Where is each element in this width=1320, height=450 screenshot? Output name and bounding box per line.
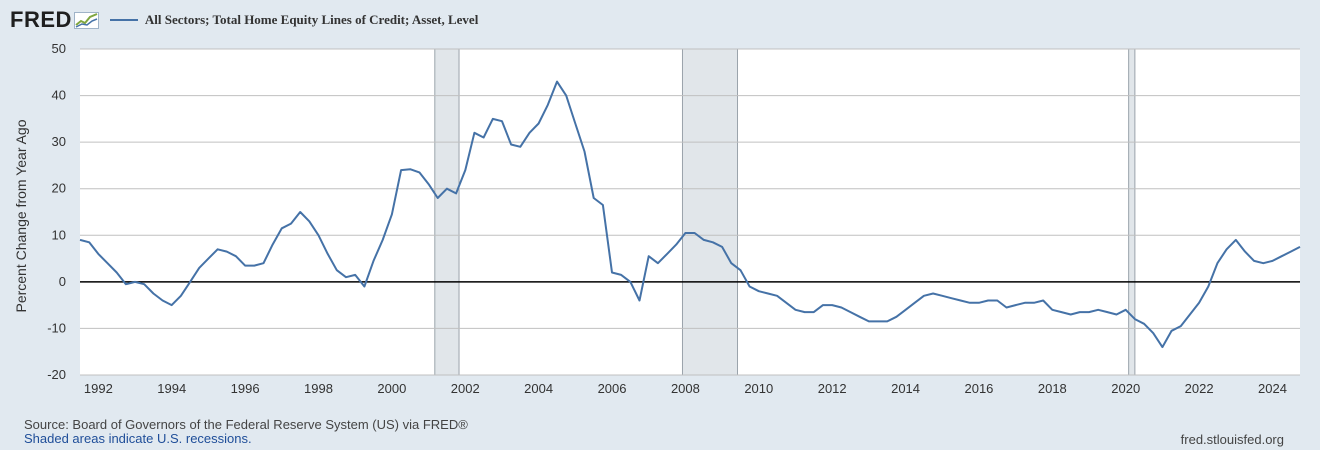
x-tick-label: 2006 (598, 381, 627, 396)
x-tick-label: 2024 (1258, 381, 1287, 396)
x-tick-label: 2012 (818, 381, 847, 396)
fred-url-link[interactable]: fred.stlouisfed.org (1180, 432, 1284, 447)
x-tick-label: 2008 (671, 381, 700, 396)
y-tick-label: -20 (47, 367, 66, 382)
y-axis-label: Percent Change from Year Ago (13, 119, 29, 312)
series-line[interactable] (79, 80, 1301, 349)
x-tick-label: 2018 (1038, 381, 1067, 396)
recession-note: Shaded areas indicate U.S. recessions. (24, 431, 252, 446)
x-tick-label: 2002 (451, 381, 480, 396)
y-tick-labels: -20 -10 0 10 20 30 40 50 (47, 41, 66, 382)
chart-header: FRED All Sectors; Total Home Equity Line… (10, 6, 478, 34)
recession-band (434, 48, 460, 376)
y-tick-label: 40 (52, 88, 66, 103)
x-tick-label: 2010 (744, 381, 773, 396)
x-tick-labels: 1992 1994 1996 1998 2000 2002 2004 2006 2008 2010… (84, 381, 1287, 396)
x-tick-label: 1998 (304, 381, 333, 396)
y-tick-label: 10 (52, 227, 66, 242)
fred-logo[interactable]: FRED (10, 7, 72, 32)
gridlines (80, 48, 1300, 376)
x-tick-label: 2022 (1185, 381, 1214, 396)
recession-band (681, 48, 739, 376)
recession-band (1128, 48, 1136, 376)
chart-footer: Source: Board of Governors of the Federa… (24, 418, 468, 446)
y-tick-label: 20 (52, 181, 66, 196)
x-tick-label: 2000 (377, 381, 406, 396)
source-text: Board of Governors of the Federal Reserv… (72, 417, 468, 432)
source-note: Source: Board of Governors of the Federa… (24, 418, 468, 432)
x-tick-label: 2014 (891, 381, 920, 396)
x-tick-label: 1994 (157, 381, 186, 396)
x-tick-label: 1992 (84, 381, 113, 396)
y-tick-label: 50 (52, 41, 66, 56)
x-tick-label: 1996 (231, 381, 260, 396)
y-tick-label: 30 (52, 134, 66, 149)
x-tick-label: 2004 (524, 381, 553, 396)
y-tick-label: 0 (59, 274, 66, 289)
y-tick-label: -10 (47, 320, 66, 335)
legend-series-title: All Sectors; Total Home Equity Lines of … (144, 12, 479, 27)
source-prefix: Source: (24, 417, 73, 432)
legend-swatch (109, 19, 138, 21)
fred-logo-graph-icon (73, 12, 99, 29)
x-tick-label: 2016 (964, 381, 993, 396)
x-tick-label: 2020 (1111, 381, 1140, 396)
